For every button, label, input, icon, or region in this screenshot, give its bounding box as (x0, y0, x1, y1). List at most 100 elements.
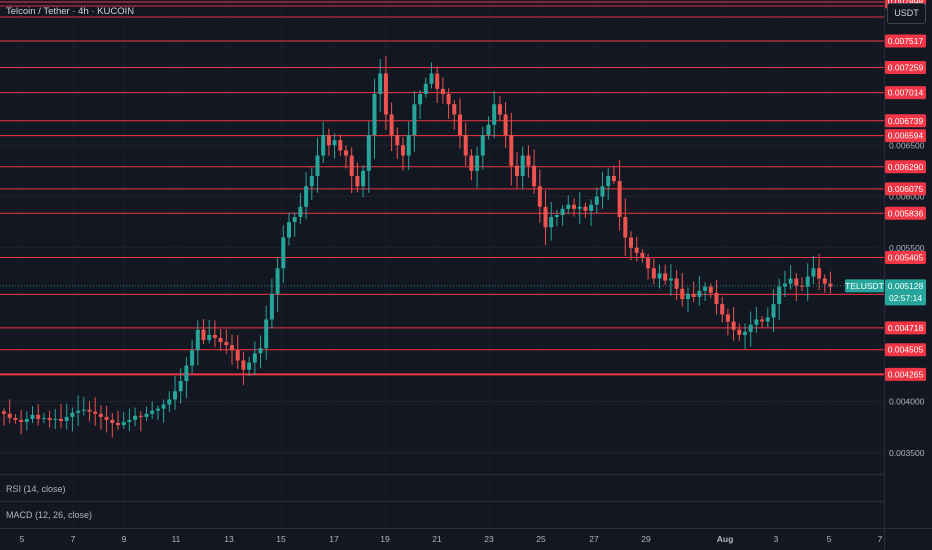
candle-body[interactable] (70, 412, 75, 417)
candle-body[interactable] (640, 252, 645, 258)
candle-body[interactable] (93, 411, 98, 414)
candle-body[interactable] (583, 206, 588, 211)
candle-body[interactable] (594, 196, 599, 205)
candle-body[interactable] (247, 362, 252, 370)
candle-body[interactable] (606, 176, 611, 187)
candle-body[interactable] (116, 423, 120, 426)
candle-body[interactable] (321, 135, 326, 156)
candle-body[interactable] (429, 73, 434, 84)
candle-body[interactable] (366, 135, 371, 171)
candle-body[interactable] (287, 222, 291, 238)
candle-body[interactable] (566, 204, 571, 209)
candle-body[interactable] (435, 73, 440, 89)
candle-body[interactable] (805, 276, 810, 287)
candle-body[interactable] (81, 409, 86, 411)
candle-body[interactable] (543, 206, 548, 228)
candle-body[interactable] (264, 319, 269, 349)
candle-body[interactable] (577, 206, 582, 209)
candle-body[interactable] (817, 268, 822, 279)
candle-body[interactable] (150, 410, 155, 414)
candle-body[interactable] (532, 165, 537, 187)
candle-body[interactable] (338, 140, 343, 151)
candle-body[interactable] (811, 268, 816, 277)
candle-body[interactable] (748, 324, 753, 332)
candle-body[interactable] (423, 83, 428, 94)
candle-body[interactable] (275, 268, 280, 294)
candle-body[interactable] (469, 155, 474, 171)
candle-body[interactable] (292, 217, 297, 223)
candle-body[interactable] (161, 404, 166, 409)
candle-body[interactable] (178, 381, 183, 392)
macd-indicator-label[interactable]: MACD (12, 26, close) (6, 510, 93, 520)
candle-body[interactable] (401, 145, 405, 156)
candle-body[interactable] (743, 331, 747, 335)
candle-body[interactable] (155, 408, 160, 411)
candle-body[interactable] (765, 317, 770, 322)
candle-body[interactable] (184, 365, 189, 381)
candle-body[interactable] (19, 419, 24, 422)
candle-body[interactable] (36, 414, 41, 419)
candle-body[interactable] (554, 214, 559, 217)
candle-body[interactable] (703, 286, 708, 291)
candle-body[interactable] (708, 286, 713, 293)
candle-body[interactable] (714, 292, 719, 305)
candle-body[interactable] (463, 135, 468, 156)
candle-body[interactable] (680, 288, 685, 299)
candle-body[interactable] (668, 278, 673, 281)
candle-body[interactable] (412, 104, 417, 135)
candle-body[interactable] (269, 293, 274, 320)
candle-body[interactable] (47, 417, 52, 420)
candle-body[interactable] (646, 258, 651, 269)
candle-body[interactable] (41, 417, 46, 419)
candle-body[interactable] (617, 181, 622, 217)
candle-body[interactable] (406, 135, 411, 156)
candle-body[interactable] (224, 342, 229, 346)
candle-body[interactable] (383, 73, 388, 115)
candle-body[interactable] (674, 278, 679, 289)
candle-body[interactable] (53, 418, 58, 420)
candle-body[interactable] (13, 417, 18, 420)
candle-body[interactable] (697, 290, 702, 297)
candle-body[interactable] (2, 411, 6, 414)
candle-body[interactable] (737, 329, 742, 335)
candle-body[interactable] (138, 415, 143, 417)
candle-body[interactable] (760, 319, 765, 322)
candle-body[interactable] (537, 186, 542, 207)
candle-body[interactable] (110, 419, 115, 424)
candle-body[interactable] (771, 304, 776, 318)
candle-body[interactable] (167, 399, 172, 405)
candle-body[interactable] (24, 418, 29, 422)
candle-body[interactable] (87, 409, 92, 412)
candle-body[interactable] (195, 329, 200, 351)
candle-body[interactable] (720, 304, 725, 315)
candlestick-series[interactable] (2, 56, 833, 438)
candle-body[interactable] (549, 217, 554, 228)
candle-body[interactable] (235, 350, 240, 361)
candle-body[interactable] (315, 155, 320, 177)
candle-body[interactable] (452, 104, 457, 115)
candle-body[interactable] (515, 165, 519, 176)
candle-body[interactable] (98, 413, 103, 417)
candle-body[interactable] (30, 414, 35, 419)
candle-body[interactable] (309, 176, 314, 187)
candle-body[interactable] (355, 176, 360, 187)
candle-body[interactable] (372, 94, 377, 135)
candle-body[interactable] (520, 155, 525, 177)
candle-body[interactable] (418, 94, 423, 105)
candle-body[interactable] (64, 416, 69, 421)
candle-body[interactable] (509, 135, 514, 166)
candle-body[interactable] (458, 114, 462, 136)
candle-body[interactable] (794, 278, 799, 286)
candle-body[interactable] (589, 204, 594, 211)
candle-body[interactable] (611, 176, 616, 182)
candle-body[interactable] (560, 208, 565, 215)
candle-body[interactable] (304, 186, 309, 207)
candle-body[interactable] (486, 124, 491, 135)
candle-body[interactable] (133, 415, 138, 420)
candle-body[interactable] (475, 155, 480, 171)
candle-body[interactable] (440, 88, 445, 94)
candle-body[interactable] (497, 104, 502, 115)
candle-body[interactable] (252, 353, 257, 363)
candle-body[interactable] (651, 268, 656, 279)
